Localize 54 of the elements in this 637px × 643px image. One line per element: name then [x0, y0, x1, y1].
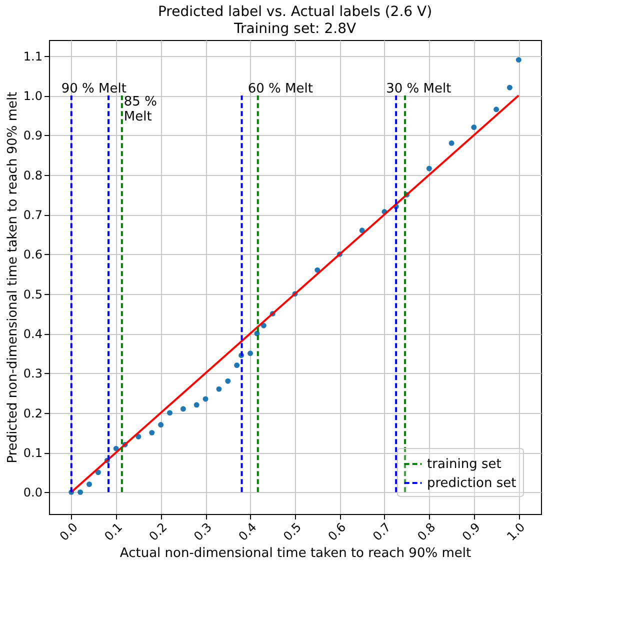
y-tick-label: 0.6 — [23, 248, 42, 262]
x-tick-label: 0.5 — [280, 520, 304, 544]
legend-label: prediction set — [427, 476, 516, 491]
y-axis-title: Predicted non-dimensional time taken to reach 90% melt — [5, 92, 20, 464]
legend-label: training set — [427, 457, 502, 472]
x-tick-label: 0.8 — [414, 520, 438, 544]
point — [471, 124, 477, 130]
x-tick-label: 0.0 — [56, 520, 80, 544]
point — [158, 422, 164, 428]
y-tick-label: 0.8 — [23, 168, 42, 182]
y-tick-label: 0.0 — [23, 486, 42, 500]
point — [225, 378, 231, 384]
point — [167, 410, 173, 416]
point — [248, 350, 254, 356]
x-axis-title: Actual non-dimensional time taken to reach 90% melt — [120, 546, 472, 561]
point — [180, 406, 186, 412]
x-tick-label: 0.9 — [459, 520, 483, 544]
y-tick-label: 0.7 — [23, 208, 42, 222]
point — [494, 106, 500, 112]
point — [216, 386, 222, 392]
point — [448, 140, 454, 146]
point — [194, 402, 200, 408]
y-tick-label: 0.1 — [23, 446, 42, 460]
y-tick-label: 1.0 — [23, 89, 42, 104]
y-tick-label: 1.1 — [23, 49, 42, 64]
annotation: 30 % Melt — [386, 82, 452, 97]
y-tick-label: 0.4 — [23, 327, 42, 342]
point — [78, 489, 84, 495]
y-tick-label: 0.2 — [23, 406, 42, 420]
y-tick-label: 0.3 — [23, 366, 42, 381]
point — [260, 322, 266, 328]
y-tick-label: 0.9 — [23, 128, 42, 143]
point — [86, 482, 92, 487]
point — [426, 166, 432, 172]
chart-subtitle: Training set: 2.8V — [232, 21, 356, 37]
x-tick-label: 0.2 — [146, 520, 170, 544]
point — [95, 470, 101, 476]
x-tick-label: 0.4 — [236, 520, 260, 544]
point — [149, 430, 155, 436]
x-tick-label: 0.7 — [370, 520, 394, 544]
annotation: 85 % Melt — [124, 94, 157, 125]
point — [202, 396, 208, 402]
x-tick-label: 0.6 — [325, 520, 349, 544]
point — [516, 57, 522, 63]
x-tick-label: 0.3 — [191, 520, 215, 544]
point — [314, 267, 320, 273]
x-tick-label: 1.0 — [504, 520, 528, 544]
chart-title: Predicted label vs. Actual labels (2.6 V) — [158, 4, 432, 20]
point — [506, 84, 512, 90]
y-tick-label: 0.5 — [23, 287, 42, 302]
annotation: 60 % Melt — [248, 82, 313, 97]
x-tick-label: 0.1 — [102, 520, 126, 544]
point — [234, 362, 240, 368]
annotation: 90 % Melt — [61, 82, 126, 97]
